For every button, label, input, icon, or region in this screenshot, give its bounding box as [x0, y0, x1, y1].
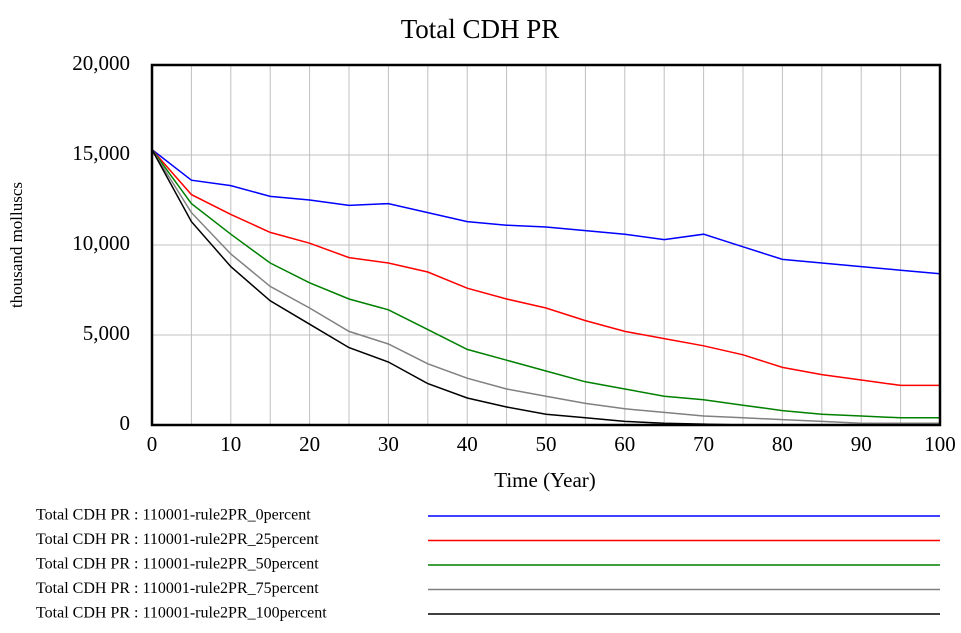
x-tick-label: 80: [772, 432, 793, 456]
y-tick-label: 5,000: [83, 321, 130, 345]
series-line: [151, 149, 940, 387]
legend-label: Total CDH PR : 110001-rule2PR_75percent: [36, 580, 319, 597]
y-tick-label: 0: [120, 411, 131, 435]
plot-frame: [150, 63, 942, 427]
x-tick-label: 70: [693, 432, 714, 456]
series-line: [151, 149, 940, 424]
x-tick-label: 100: [924, 432, 956, 456]
legend-label: Total CDH PR : 110001-rule2PR_100percent: [36, 605, 327, 622]
x-tick-label: 50: [536, 432, 557, 456]
series-line: [151, 149, 941, 275]
x-axis-label: Time (Year): [494, 468, 596, 492]
y-tick-label: 10,000: [72, 231, 130, 255]
y-axis-label: thousand molluscs: [7, 182, 26, 308]
x-tick-label: 10: [220, 432, 241, 456]
legend-label: Total CDH PR : 110001-rule2PR_25percent: [36, 531, 319, 548]
legend-label: Total CDH PR : 110001-rule2PR_50percent: [36, 556, 319, 573]
chart-title: Total CDH PR: [401, 14, 560, 44]
series-line: [151, 149, 940, 419]
x-tick-label: 30: [378, 432, 399, 456]
x-tick-label: 0: [147, 432, 158, 456]
y-tick-label: 15,000: [72, 141, 130, 165]
x-tick-label: 60: [614, 432, 635, 456]
y-tick-label: 20,000: [72, 51, 130, 75]
legend-label: Total CDH PR : 110001-rule2PR_0percent: [36, 507, 311, 524]
x-tick-label: 20: [299, 432, 320, 456]
x-tick-label: 90: [851, 432, 872, 456]
x-tick-label: 40: [457, 432, 478, 456]
